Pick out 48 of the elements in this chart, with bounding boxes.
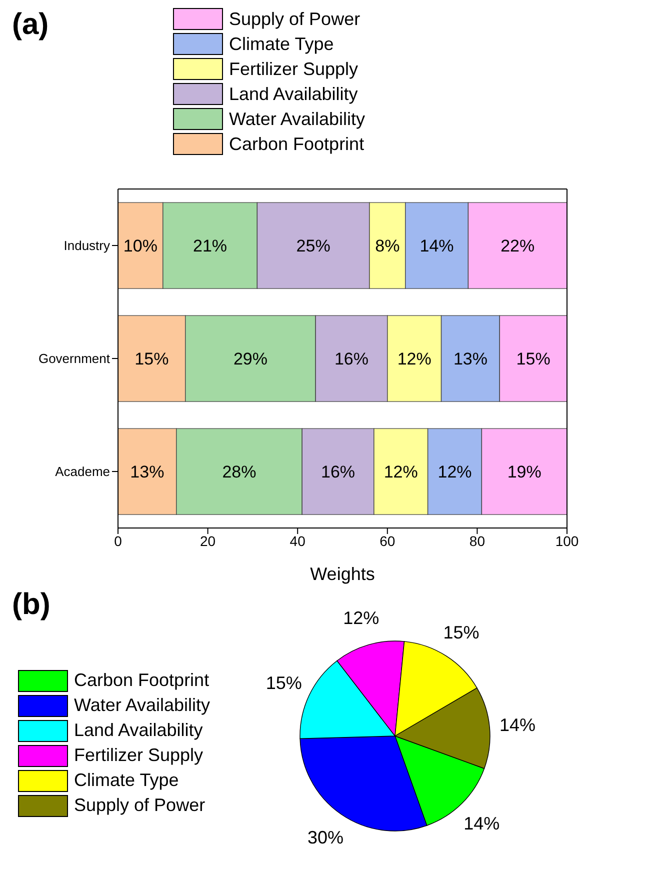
legend-label: Supply of Power <box>229 8 360 30</box>
y-tick-label: Industry <box>64 238 110 254</box>
y-tick-label: Government <box>38 351 110 366</box>
data-label: 28% <box>222 462 256 482</box>
data-label: 12% <box>397 350 432 369</box>
legend-label: Supply of Power <box>74 795 206 816</box>
data-label: 15% <box>516 350 550 369</box>
data-label: 16% <box>320 462 356 482</box>
legend-label: Climate Type <box>229 34 334 54</box>
y-tick-label: Academe <box>55 464 110 480</box>
x-tick-label: 0 <box>114 532 122 549</box>
data-label: 13% <box>130 462 164 482</box>
data-label: 15% <box>134 350 169 369</box>
text: (a) <box>12 8 49 42</box>
legend-label: Land Availability <box>229 84 358 104</box>
data-label: 14% <box>464 813 500 834</box>
data-label: 29% <box>233 350 268 369</box>
legend-label: Water Availability <box>74 695 210 716</box>
data-label: 10% <box>123 236 158 256</box>
legend-label: Land Availability <box>74 720 203 741</box>
data-label: 14% <box>500 714 536 735</box>
x-axis-title: Weights <box>310 564 375 584</box>
data-label: 22% <box>500 236 535 256</box>
legend-label: Fertilizer Supply <box>74 745 204 766</box>
legend-label: Climate Type <box>74 770 179 791</box>
legend-label: Water Availability <box>229 108 366 130</box>
x-tick-label: 20 <box>200 532 216 549</box>
data-label: 21% <box>193 236 228 256</box>
x-tick-label: 60 <box>380 532 396 549</box>
data-label: 12% <box>384 462 418 482</box>
legend-label: Carbon Footprint <box>229 134 364 154</box>
text: (b) <box>12 588 50 622</box>
data-label: 13% <box>453 350 488 369</box>
data-label: 25% <box>296 236 330 256</box>
x-tick-label: 80 <box>469 532 486 549</box>
x-tick-label: 100 <box>555 532 579 549</box>
data-label: 12% <box>343 608 380 628</box>
data-label: 14% <box>420 236 454 256</box>
x-tick-label: 40 <box>290 532 306 549</box>
data-label: 12% <box>438 462 472 482</box>
data-label: 19% <box>507 462 542 482</box>
data-label: 8% <box>375 236 400 256</box>
data-label: 15% <box>443 622 480 642</box>
data-label: 30% <box>308 827 344 848</box>
data-label: 15% <box>266 673 302 694</box>
legend-label: Fertilizer Supply <box>229 58 358 80</box>
data-label: 16% <box>334 350 368 369</box>
legend-label: Carbon Footprint <box>74 670 210 691</box>
